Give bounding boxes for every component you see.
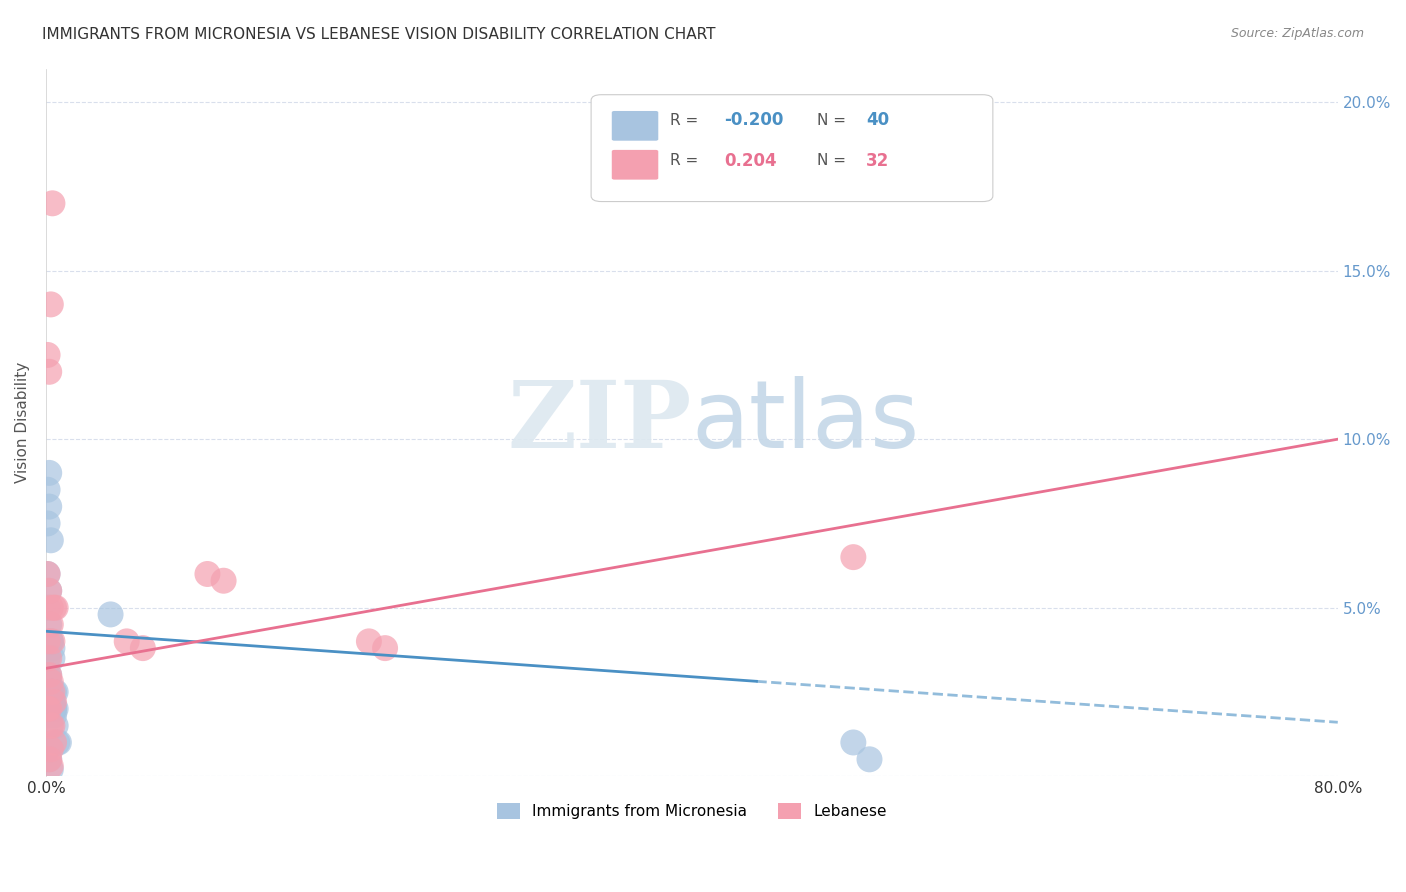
Text: atlas: atlas — [692, 376, 920, 468]
Legend: Immigrants from Micronesia, Lebanese: Immigrants from Micronesia, Lebanese — [491, 797, 893, 825]
Point — [100, 607, 122, 622]
Point — [38, 708, 60, 723]
Point — [42, 702, 65, 716]
Point — [38, 617, 60, 632]
Point — [39, 685, 62, 699]
Point — [42, 735, 65, 749]
Point — [42, 708, 65, 723]
Point — [132, 641, 155, 656]
Point — [41, 196, 63, 211]
Y-axis label: Vision Disability: Vision Disability — [15, 362, 30, 483]
Point — [37, 702, 59, 716]
FancyBboxPatch shape — [612, 111, 658, 141]
Point — [45, 685, 67, 699]
Point — [842, 735, 865, 749]
Point — [115, 634, 138, 648]
Point — [37, 634, 59, 648]
Point — [45, 702, 67, 716]
FancyBboxPatch shape — [591, 95, 993, 202]
Point — [842, 550, 865, 565]
Point — [357, 634, 380, 648]
Point — [39, 634, 62, 648]
Point — [39, 533, 62, 548]
Point — [39, 702, 62, 716]
Point — [42, 695, 65, 709]
Point — [41, 695, 63, 709]
Point — [42, 600, 65, 615]
Point — [37, 668, 59, 682]
Point — [37, 483, 59, 497]
Point — [858, 752, 880, 766]
Point — [38, 752, 60, 766]
Point — [39, 718, 62, 732]
Point — [42, 685, 65, 699]
Point — [39, 685, 62, 699]
Point — [39, 634, 62, 648]
Point — [45, 600, 67, 615]
Point — [37, 566, 59, 581]
Point — [38, 365, 60, 379]
Text: R =: R = — [669, 112, 703, 128]
Point — [38, 752, 60, 766]
Point — [39, 674, 62, 689]
Point — [38, 651, 60, 665]
Text: IMMIGRANTS FROM MICRONESIA VS LEBANESE VISION DISABILITY CORRELATION CHART: IMMIGRANTS FROM MICRONESIA VS LEBANESE V… — [42, 27, 716, 42]
Point — [38, 668, 60, 682]
Point — [38, 702, 60, 716]
Point — [197, 566, 219, 581]
Point — [37, 742, 59, 756]
Point — [37, 702, 59, 716]
Point — [38, 674, 60, 689]
Point — [39, 297, 62, 311]
Point — [38, 466, 60, 480]
Point — [37, 516, 59, 531]
Point — [39, 763, 62, 777]
Point — [48, 735, 70, 749]
Point — [42, 702, 65, 716]
Point — [37, 600, 59, 615]
FancyBboxPatch shape — [612, 150, 658, 179]
Point — [41, 651, 63, 665]
Point — [41, 641, 63, 656]
Point — [41, 695, 63, 709]
Point — [212, 574, 235, 588]
Point — [37, 348, 59, 362]
Text: ZIP: ZIP — [508, 377, 692, 467]
Point — [38, 668, 60, 682]
Text: -0.200: -0.200 — [724, 112, 783, 129]
Text: Source: ZipAtlas.com: Source: ZipAtlas.com — [1230, 27, 1364, 40]
Point — [38, 583, 60, 598]
Point — [37, 651, 59, 665]
Point — [39, 617, 62, 632]
Point — [39, 759, 62, 773]
Point — [38, 583, 60, 598]
Text: N =: N = — [817, 153, 851, 168]
Point — [46, 735, 69, 749]
Text: R =: R = — [669, 153, 707, 168]
Point — [41, 685, 63, 699]
Point — [374, 641, 396, 656]
Text: 32: 32 — [866, 152, 890, 169]
Point — [37, 566, 59, 581]
Point — [39, 600, 62, 615]
Point — [41, 634, 63, 648]
Point — [38, 500, 60, 514]
Point — [39, 742, 62, 756]
Text: N =: N = — [817, 112, 851, 128]
Point — [45, 718, 67, 732]
Point — [41, 695, 63, 709]
Point — [41, 718, 63, 732]
Text: 40: 40 — [866, 112, 890, 129]
Text: 0.204: 0.204 — [724, 152, 776, 169]
